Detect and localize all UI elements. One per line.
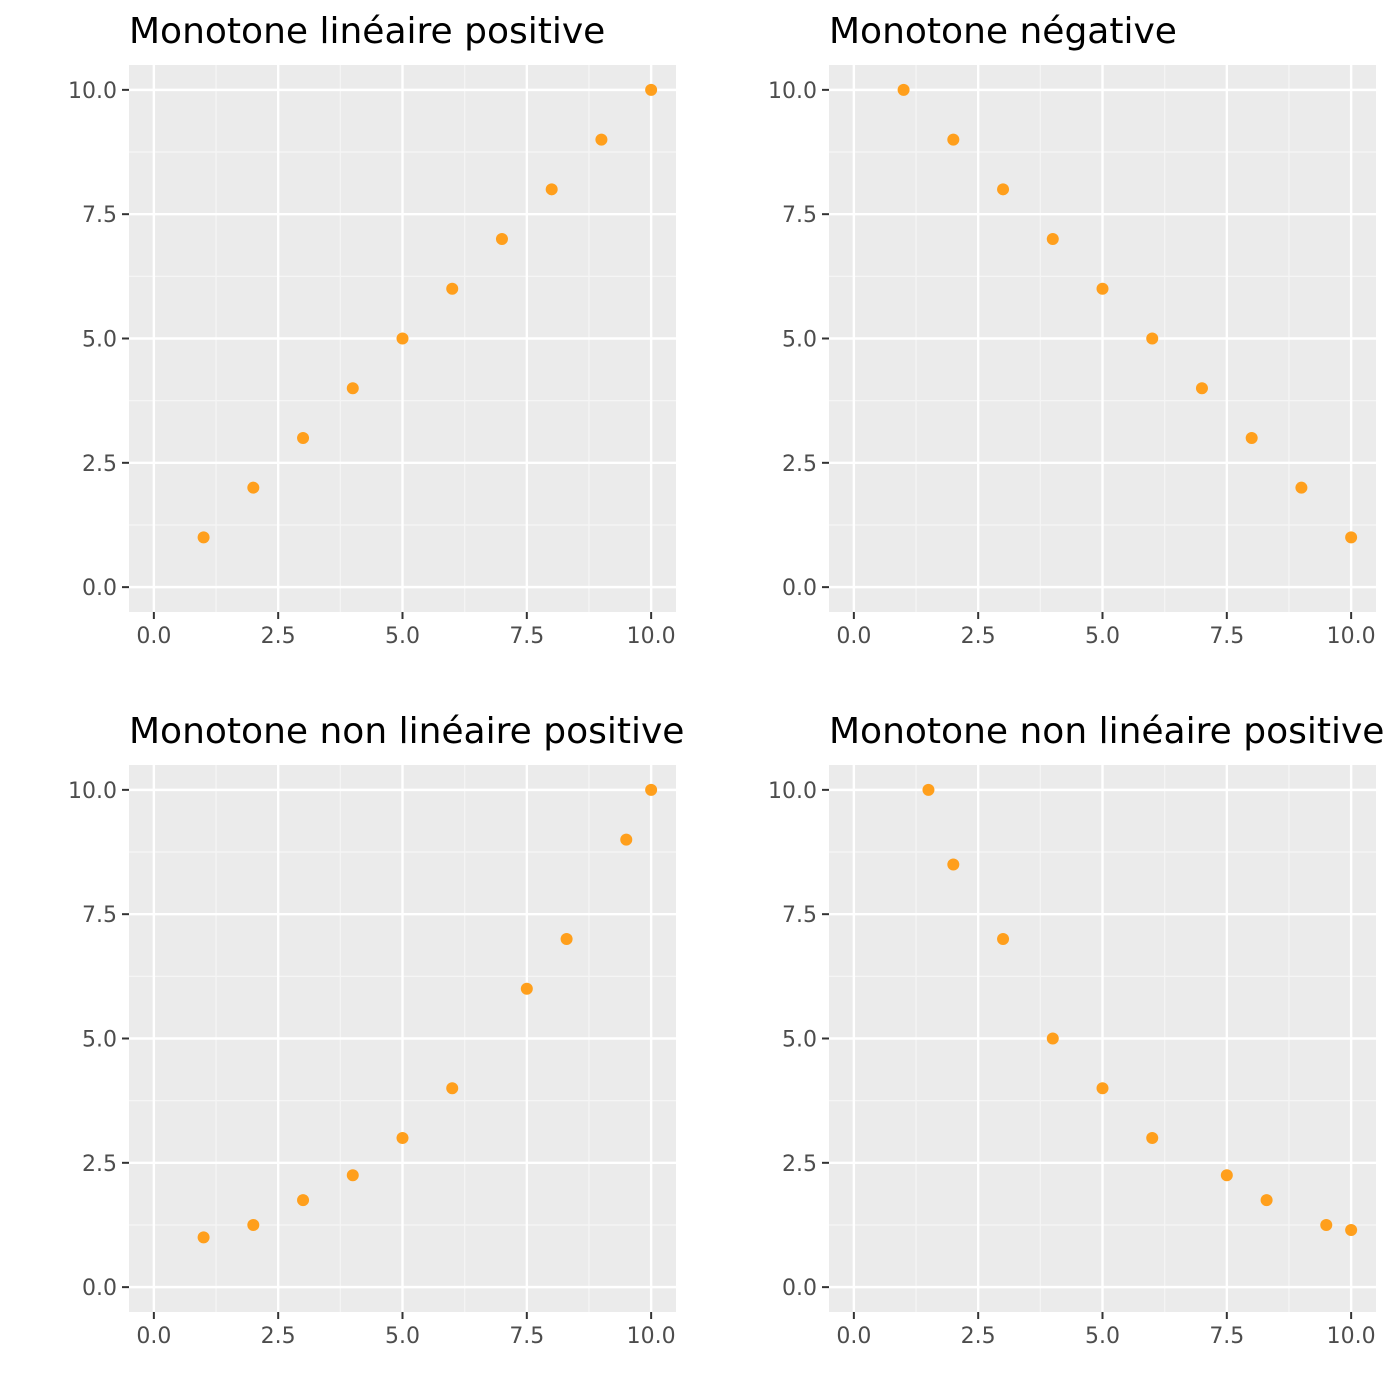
panel-title: Monotone non linéaire positive [829,711,1384,752]
scatter-panel-2: Monotone négative 0.0 2.5 5.0 7.5 10.0 0.0 2.5 5… [768,11,1376,649]
data-point [1046,233,1059,246]
data-point [922,783,935,796]
x-tick-label: 0.0 [836,1324,871,1349]
data-point [1260,1194,1273,1207]
x-tick-label: 10.0 [1327,624,1376,649]
panel-title: Monotone non linéaire positive [129,711,684,752]
x-tick-label: 5.0 [1085,624,1120,649]
data-point [947,133,960,146]
data-point [1345,531,1358,544]
y-tick-label: 0.0 [82,576,117,601]
x-tick-label: 10.0 [627,624,676,649]
data-point [947,858,960,871]
data-point [247,1218,260,1231]
data-point [620,833,633,846]
y-tick-label: 5.0 [782,328,817,353]
y-tick-label: 7.5 [782,203,817,228]
panel-title: Monotone négative [829,11,1177,52]
data-point [1295,481,1308,494]
x-tick-label: 0.0 [136,624,171,649]
data-point [520,982,533,995]
data-point [495,233,508,246]
data-point [1345,1223,1358,1236]
y-tick-label: 5.0 [782,1028,817,1053]
panel-title: Monotone linéaire positive [129,11,605,52]
y-tick-label: 2.5 [782,452,817,477]
data-point [1195,382,1208,395]
data-point [1146,1131,1159,1144]
x-tick-label: 2.5 [961,624,996,649]
data-point [595,133,608,146]
y-tick-label: 5.0 [82,1028,117,1053]
data-point [545,183,558,196]
data-point [997,183,1010,196]
y-tick-label: 7.5 [82,903,117,928]
data-point [197,1231,210,1244]
x-tick-label: 5.0 [385,1324,420,1349]
x-tick-label: 2.5 [261,1324,296,1349]
scatter-panel-3: Monotone non linéaire positive 0.0 2.5 5.0 7… [68,711,684,1349]
y-tick-label: 0.0 [782,1276,817,1301]
y-tick-label: 10.0 [768,79,817,104]
data-point [997,933,1010,946]
scatter-panel-1: Monotone linéaire positive 0.0 2.5 5.0 7.5 10… [68,11,676,649]
data-point [1096,282,1109,295]
y-tick-label: 0.0 [782,576,817,601]
y-tick-label: 10.0 [768,779,817,804]
y-tick-label: 10.0 [68,779,117,804]
data-point [396,1131,409,1144]
data-point [645,83,658,96]
data-point [297,431,310,444]
x-tick-label: 10.0 [627,1324,676,1349]
x-tick-label: 0.0 [836,624,871,649]
data-point [297,1194,310,1207]
data-point [560,933,573,946]
data-point [1220,1169,1233,1182]
x-tick-label: 10.0 [1327,1324,1376,1349]
y-tick-label: 0.0 [82,1276,117,1301]
y-tick-label: 2.5 [82,1152,117,1177]
x-tick-label: 5.0 [1085,1324,1120,1349]
data-point [396,332,409,345]
y-tick-label: 2.5 [82,452,117,477]
data-point [897,83,910,96]
data-point [1096,1082,1109,1095]
data-point [1046,1032,1059,1045]
data-point [1245,431,1258,444]
y-tick-label: 10.0 [68,79,117,104]
data-point [645,783,658,796]
y-tick-label: 2.5 [782,1152,817,1177]
x-tick-label: 5.0 [385,624,420,649]
data-point [346,1169,359,1182]
data-point [446,282,459,295]
data-point [346,382,359,395]
x-tick-label: 7.5 [509,1324,544,1349]
x-tick-label: 7.5 [1209,1324,1244,1349]
y-tick-label: 7.5 [782,903,817,928]
data-point [446,1082,459,1095]
x-tick-label: 0.0 [136,1324,171,1349]
data-point [247,481,260,494]
data-point [197,531,210,544]
x-tick-label: 2.5 [261,624,296,649]
data-point [1146,332,1159,345]
x-tick-label: 2.5 [961,1324,996,1349]
scatter-panel-4: Monotone non linéaire positive 0.0 2.5 5.0 7… [768,711,1384,1349]
y-tick-label: 5.0 [82,328,117,353]
y-tick-label: 7.5 [82,203,117,228]
x-tick-label: 7.5 [1209,624,1244,649]
data-point [1320,1218,1333,1231]
x-tick-label: 7.5 [509,624,544,649]
